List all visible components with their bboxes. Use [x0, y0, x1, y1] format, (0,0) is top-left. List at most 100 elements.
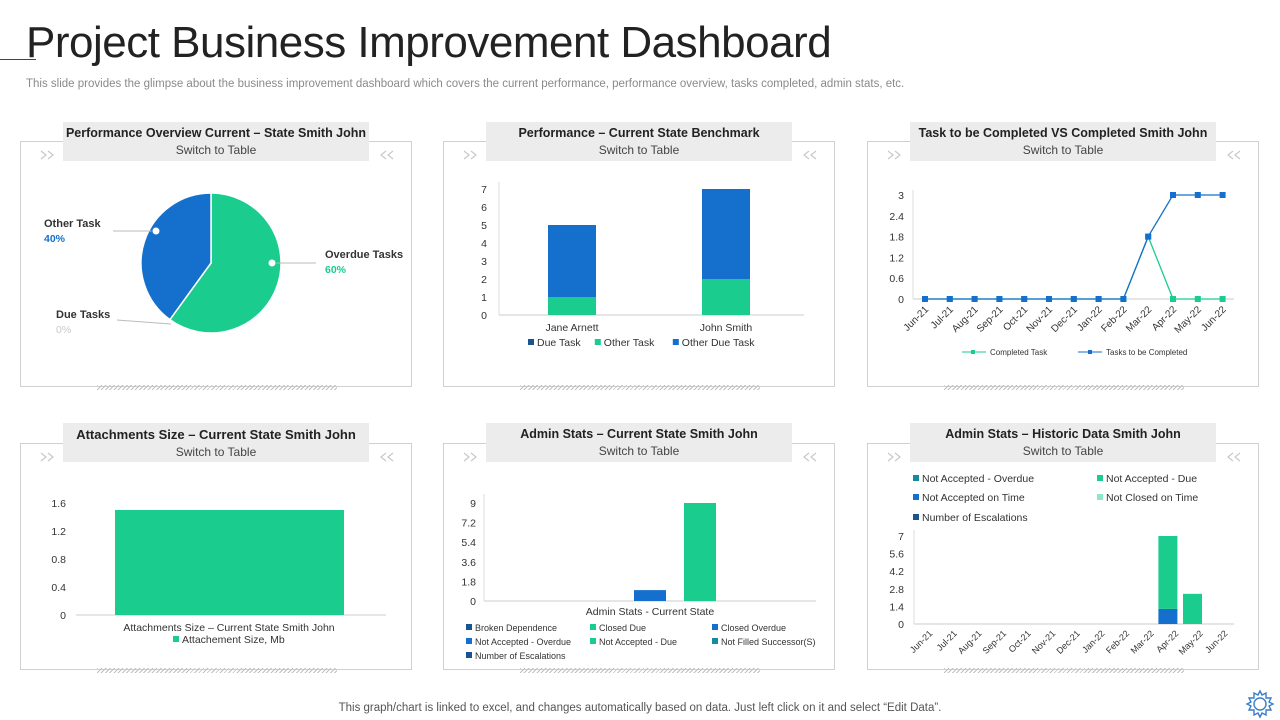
chevrons-right-icon [40, 150, 54, 160]
y-tick-label: 1.8 [889, 232, 904, 244]
legend-label: Due Task [537, 337, 581, 349]
chevrons-right-icon [887, 150, 901, 160]
y-tick-label: 2.4 [889, 211, 904, 223]
data-point [971, 296, 978, 302]
chevrons-right-icon [887, 452, 901, 462]
slice-value: 60% [325, 264, 347, 276]
bar-segment [548, 297, 596, 315]
switch-to-table-link[interactable]: Switch to Table [175, 143, 257, 157]
y-tick-label: 1 [481, 292, 487, 304]
data-point [946, 296, 953, 302]
legend-label: Not Accepted on Time [922, 492, 1025, 504]
x-tick-label: Nov-21 [1030, 628, 1058, 656]
bar-chart: 0 1.8 3.6 5.4 7.2 9 Admin Stats - Current Stat… [461, 494, 816, 661]
y-tick-label: 7 [481, 184, 487, 196]
panel-title: Attachments Size – Current State Smith J… [76, 427, 356, 442]
legend-label: Other Task [604, 337, 655, 349]
legend-label: Number of Escalations [922, 512, 1028, 524]
leader-dot [267, 258, 277, 268]
x-tick-label: Jun-22 [1199, 304, 1229, 334]
panel-title: Performance – Current State Benchmark [518, 126, 760, 140]
x-tick-label: May-22 [1173, 304, 1205, 336]
panel-header: Admin Stats – Historic Data Smith John S… [910, 423, 1216, 462]
panel-header: Performance Overview Current – State Smi… [63, 122, 369, 161]
chevrons-left-icon [803, 452, 817, 462]
panel-admin-current: Admin Stats – Current State Smith John S… [443, 423, 835, 673]
y-tick-label: 7 [898, 531, 904, 543]
bar [684, 503, 716, 601]
panel-benchmark: Performance – Current State Benchmark Sw… [443, 122, 835, 390]
y-tick-label: 3 [481, 256, 487, 268]
x-tick-label: Attachments Size – Current State Smith J… [123, 622, 334, 634]
legend-swatch [913, 475, 919, 481]
legend-swatch [1097, 494, 1103, 500]
stacked-bar-chart: Not Accepted - Overdue Not Accepted - Due… [889, 473, 1234, 657]
legend-label: Completed Task [990, 348, 1048, 357]
legend-swatch [173, 636, 179, 642]
y-tick-label: 1.2 [889, 252, 904, 264]
bar-segment [1183, 593, 1202, 624]
legend-label: Not Accepted - Overdue [922, 473, 1034, 485]
x-tick-label: Oct-21 [1007, 628, 1033, 654]
bar-segment [702, 189, 750, 279]
legend-label: Closed Due [599, 623, 646, 633]
legend-swatch [590, 624, 596, 630]
chevrons-left-icon [1227, 452, 1241, 462]
x-tick-label: Aug-21 [956, 628, 984, 656]
gear-icon[interactable] [1244, 688, 1276, 720]
y-tick-label: 4.2 [889, 566, 904, 578]
switch-to-table-link[interactable]: Switch to Table [1022, 143, 1104, 157]
panel-title: Admin Stats – Historic Data Smith John [945, 427, 1181, 441]
panel-admin-historic: Admin Stats – Historic Data Smith John S… [867, 423, 1259, 673]
y-tick-label: 2.8 [889, 584, 904, 596]
y-tick-label: 1.2 [51, 526, 66, 538]
chevrons-left-icon [380, 150, 394, 160]
legend-swatch [466, 624, 472, 630]
panel-title: Performance Overview Current – State Smi… [65, 126, 367, 140]
data-point [1194, 296, 1201, 302]
y-tick-label: 9 [470, 498, 476, 510]
slice-label: Other Task [44, 218, 102, 230]
y-tick-label: 7.2 [461, 518, 476, 530]
x-tick-label: May-22 [1177, 628, 1205, 656]
y-tick-label: 2 [481, 274, 487, 286]
data-point [1095, 296, 1102, 302]
x-tick-label: Nov-21 [1025, 304, 1056, 335]
data-point [1194, 192, 1201, 198]
pie-slice [168, 192, 282, 334]
x-tick-label: Jun-22 [1203, 628, 1230, 655]
x-tick-label: Sep-21 [981, 628, 1009, 656]
legend-label: Attachement Size, Mb [182, 634, 285, 646]
bar-segment [1158, 536, 1178, 609]
data-point [996, 296, 1003, 302]
y-tick-label: 0 [898, 294, 904, 306]
bar-chart: 0 0.4 0.8 1.2 1.6 Attachments Size – Current … [51, 498, 386, 646]
hatch-divider [520, 385, 760, 390]
x-tick-label: Jun-21 [902, 304, 932, 334]
hatch-divider [944, 668, 1184, 673]
legend-label: Broken Dependence [475, 623, 557, 633]
x-tick-label: Sep-21 [975, 304, 1006, 335]
data-point [1170, 192, 1176, 198]
y-tick-label: 5 [481, 220, 487, 232]
legend-label: Other Due Task [682, 337, 756, 349]
switch-to-table-link[interactable]: Switch to Table [175, 445, 257, 459]
y-tick-label: 0.6 [889, 273, 904, 285]
switch-to-table-link[interactable]: Switch to Table [1022, 444, 1104, 458]
data-point [1145, 233, 1152, 240]
slice-label: Due Tasks [56, 309, 110, 321]
x-tick-label: Mar-22 [1124, 304, 1154, 334]
switch-to-table-link[interactable]: Switch to Table [598, 444, 680, 458]
panel-attachments: Attachments Size – Current State Smith J… [20, 423, 412, 673]
hatch-divider [944, 385, 1184, 390]
switch-to-table-link[interactable]: Switch to Table [598, 143, 680, 157]
legend-label: Not Accepted - Overdue [475, 637, 571, 647]
title-accent-rule [0, 59, 36, 60]
legend-label: Not Filled Successor(S) [721, 637, 816, 647]
legend-label: Number of Escalations [475, 651, 566, 661]
footer-note: This graph/chart is linked to excel, and… [338, 702, 942, 714]
slice-value: 0% [56, 324, 71, 336]
x-tick-label: Jun-21 [908, 628, 935, 655]
legend-swatch [528, 339, 534, 345]
legend-swatch [466, 638, 472, 644]
